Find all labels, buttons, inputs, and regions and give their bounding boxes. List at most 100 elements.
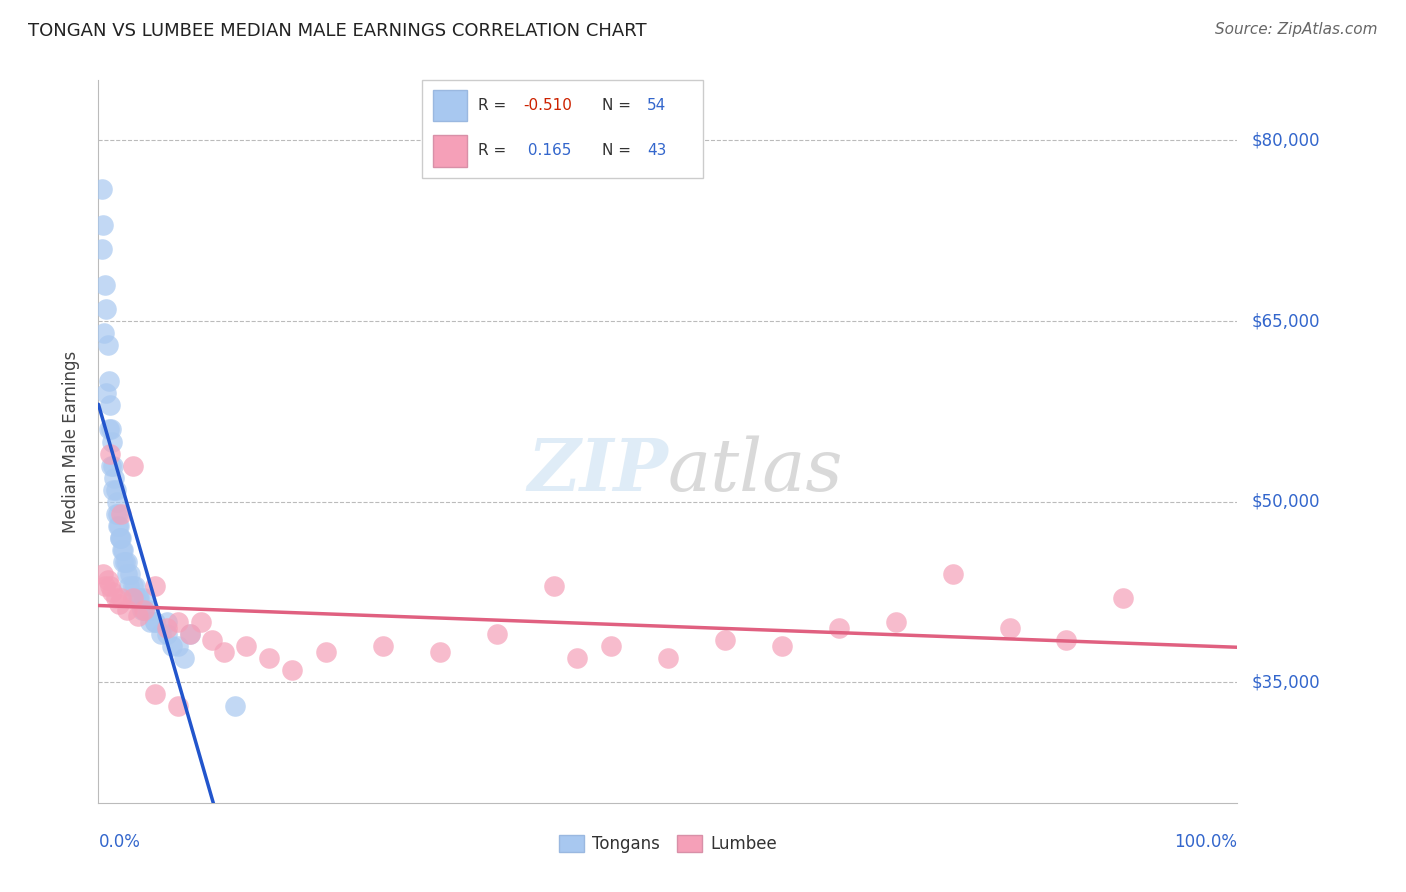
Point <box>128 591 150 605</box>
Text: N =: N = <box>602 144 636 159</box>
Point <box>156 615 179 630</box>
Point <box>103 458 125 473</box>
Point <box>770 639 793 653</box>
FancyBboxPatch shape <box>422 80 703 178</box>
Point <box>107 507 129 521</box>
Text: 0.0%: 0.0% <box>98 833 141 851</box>
Point <box>107 519 129 533</box>
FancyBboxPatch shape <box>433 90 467 121</box>
Text: $65,000: $65,000 <box>1251 312 1320 330</box>
Point <box>167 699 190 714</box>
Point <box>150 627 173 641</box>
Point <box>104 507 127 521</box>
Point <box>281 664 304 678</box>
Point <box>543 579 565 593</box>
Point <box>101 585 124 599</box>
Point <box>115 603 138 617</box>
Point <box>121 579 143 593</box>
Point <box>486 627 509 641</box>
Text: 43: 43 <box>647 144 666 159</box>
Point <box>108 597 131 611</box>
Point <box>127 609 149 624</box>
Point <box>124 591 146 605</box>
Point <box>156 627 179 641</box>
Point <box>115 555 138 569</box>
Point <box>96 573 118 587</box>
Point <box>138 603 160 617</box>
Y-axis label: Median Male Earnings: Median Male Earnings <box>62 351 80 533</box>
Point <box>97 423 120 437</box>
Point <box>179 627 201 641</box>
Point <box>138 615 160 630</box>
Point <box>167 615 190 630</box>
Point <box>103 483 125 497</box>
Point <box>145 615 167 630</box>
Point <box>108 531 131 545</box>
Point <box>110 507 132 521</box>
Point <box>190 615 212 630</box>
Point <box>90 242 112 256</box>
Text: 54: 54 <box>647 98 666 113</box>
Point <box>124 579 146 593</box>
Point <box>315 645 337 659</box>
Point <box>110 591 132 605</box>
Point <box>98 446 121 460</box>
Text: N =: N = <box>602 98 636 113</box>
Point <box>108 519 131 533</box>
Point <box>145 579 167 593</box>
Point <box>657 651 679 665</box>
Text: 100.0%: 100.0% <box>1174 833 1237 851</box>
Text: $35,000: $35,000 <box>1251 673 1320 691</box>
FancyBboxPatch shape <box>433 136 467 167</box>
Point <box>115 567 138 582</box>
Point <box>97 375 120 389</box>
Point <box>108 531 131 545</box>
Point <box>120 567 142 582</box>
Point <box>132 603 155 617</box>
Point <box>167 639 190 653</box>
Text: ZIP: ZIP <box>527 435 668 506</box>
Point <box>1112 591 1135 605</box>
Point <box>91 567 114 582</box>
Point <box>104 591 127 605</box>
Point <box>828 621 851 635</box>
Point <box>132 591 155 605</box>
Point <box>100 458 122 473</box>
Point <box>1054 633 1078 648</box>
Point <box>94 579 117 593</box>
Point <box>600 639 623 653</box>
Point <box>103 471 125 485</box>
Text: 0.165: 0.165 <box>523 144 571 159</box>
Point <box>110 531 132 545</box>
Point <box>371 639 394 653</box>
Legend: Tongans, Lumbee: Tongans, Lumbee <box>553 828 783 860</box>
Point <box>884 615 907 630</box>
Point <box>224 699 246 714</box>
Text: R =: R = <box>478 144 512 159</box>
Point <box>162 639 184 653</box>
Point <box>96 386 118 401</box>
Point <box>96 301 118 317</box>
Point <box>90 181 112 195</box>
Point <box>100 423 122 437</box>
Point <box>145 615 167 630</box>
Point <box>114 555 136 569</box>
Point <box>145 687 167 701</box>
Point <box>112 542 135 557</box>
Text: Source: ZipAtlas.com: Source: ZipAtlas.com <box>1215 22 1378 37</box>
Point <box>156 621 179 635</box>
Point <box>94 277 117 292</box>
Text: $50,000: $50,000 <box>1251 492 1320 511</box>
Point <box>121 458 143 473</box>
Point <box>101 434 124 449</box>
Text: R =: R = <box>478 98 512 113</box>
Point <box>96 338 118 352</box>
Point <box>179 627 201 641</box>
Point <box>118 579 141 593</box>
Point <box>111 542 134 557</box>
Point <box>93 326 115 341</box>
Point <box>121 591 143 605</box>
Point <box>235 639 257 653</box>
Point <box>112 555 135 569</box>
Point <box>105 494 128 508</box>
